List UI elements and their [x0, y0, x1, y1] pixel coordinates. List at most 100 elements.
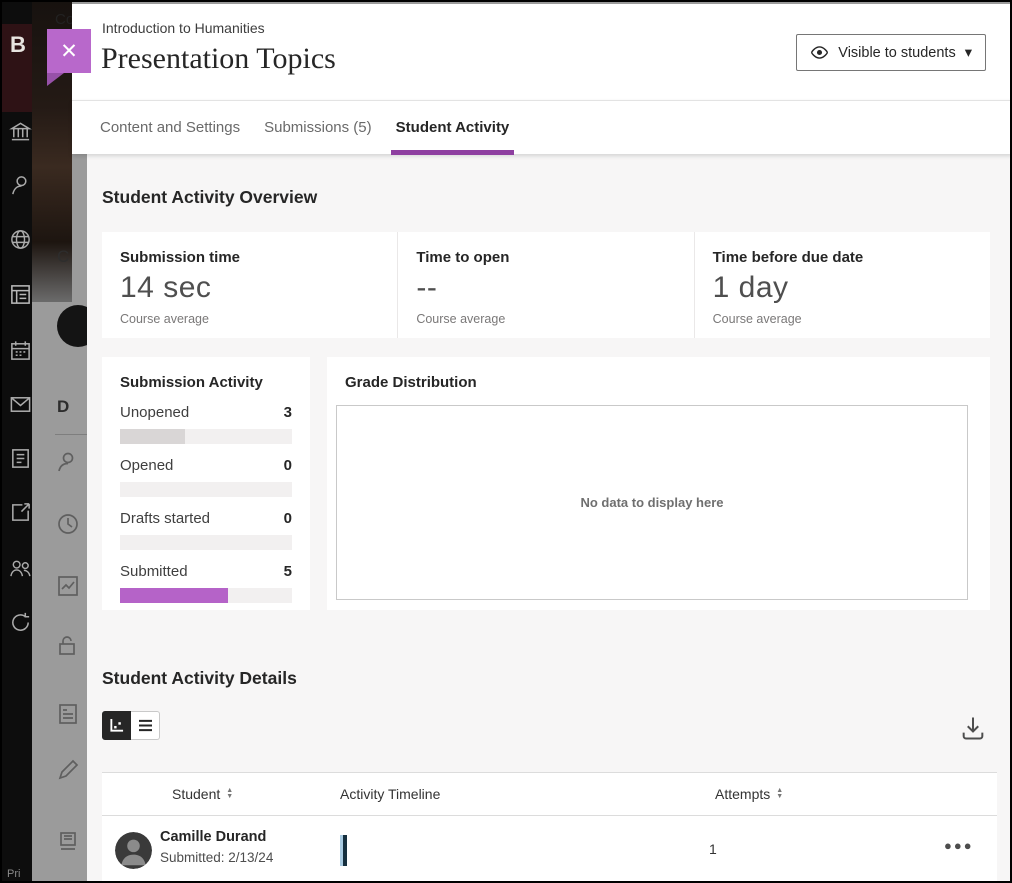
- stat-caption: Course average: [712, 312, 802, 326]
- grades-icon: [59, 704, 77, 724]
- person-icon: [58, 452, 74, 472]
- stat-card-time-to-open: Time to open -- Course average: [397, 232, 693, 338]
- activity-row-drafts: Drafts started 0: [120, 510, 292, 550]
- analytics-icon: [58, 576, 78, 596]
- chart-icon: [110, 718, 124, 732]
- progress-track: [120, 588, 292, 603]
- blackboard-logo: B: [10, 32, 26, 57]
- timeline-bar-dark: [343, 835, 347, 866]
- page-title-fragment: Co: [55, 11, 75, 28]
- timeline-bar-light: [340, 835, 343, 866]
- list-icon: [138, 719, 152, 732]
- close-panel-button[interactable]: ✕: [47, 29, 91, 73]
- overview-stat-cards: Submission time 14 sec Course average Ti…: [102, 232, 990, 338]
- globe-icon: [11, 230, 30, 249]
- stat-value: 14 sec: [120, 271, 212, 304]
- avatar: [57, 305, 87, 347]
- grade-distribution-card: Grade Distribution No data to display he…: [327, 357, 990, 610]
- visibility-label: Visible to students: [838, 44, 956, 61]
- column-header-activity-timeline: Activity Timeline: [340, 786, 441, 802]
- chart-view-toggle[interactable]: [102, 711, 131, 740]
- active-tab-underline: [390, 150, 515, 155]
- heading-fragment-d: D: [57, 397, 70, 416]
- row-label: Unopened: [120, 404, 190, 421]
- download-icon: [962, 717, 984, 740]
- lock-icon: [59, 636, 75, 655]
- student-name[interactable]: Camille Durand: [160, 829, 267, 845]
- tools-icon: [12, 503, 30, 521]
- pencil-icon: [58, 759, 79, 780]
- people-icon: [10, 560, 31, 577]
- gradebook-icon: [12, 449, 29, 468]
- stat-value: --: [416, 271, 438, 304]
- calendar-icon: [11, 341, 30, 360]
- column-header-student[interactable]: Student ▲ ▼: [172, 786, 234, 802]
- chevron-down-icon: ▾: [964, 44, 972, 61]
- clock-icon: [58, 514, 78, 534]
- course-image-bleed: [2, 24, 32, 112]
- student-activity-content: Student Activity Overview Submission tim…: [87, 154, 1010, 881]
- overview-heading: Student Activity Overview: [102, 187, 318, 207]
- visibility-dropdown[interactable]: Visible to students ▾: [796, 34, 986, 71]
- heading-fragment-c: C: [57, 247, 70, 266]
- row-label: Submitted: [120, 563, 188, 580]
- row-label: Opened: [120, 457, 174, 474]
- grade-distribution-chart-area: No data to display here: [336, 405, 968, 600]
- stat-label: Time to open: [416, 249, 510, 266]
- sort-icon[interactable]: ▲ ▼: [776, 787, 784, 800]
- sign-out-icon: [12, 612, 30, 631]
- divider: [55, 434, 87, 435]
- progress-fill: [120, 588, 228, 603]
- book-icon: [60, 832, 76, 850]
- progress-fill: [120, 429, 185, 444]
- activity-row-opened: Opened 0: [120, 457, 292, 497]
- details-heading: Student Activity Details: [102, 668, 297, 688]
- tab-bar: Content and Settings Submissions (5) Stu…: [72, 100, 1010, 155]
- row-count: 3: [283, 404, 292, 421]
- tab-submissions[interactable]: Submissions (5): [264, 119, 372, 136]
- row-count: 5: [283, 563, 292, 580]
- empty-state-message: No data to display here: [580, 495, 724, 510]
- list-view-toggle[interactable]: [131, 711, 160, 740]
- base-nav-rail: B Pri: [2, 2, 32, 881]
- messages-icon: [10, 397, 31, 412]
- activity-timeline-marker[interactable]: [340, 835, 347, 866]
- activity-row-submitted: Submitted 5: [120, 563, 292, 603]
- privacy-link-fragment: Pri: [7, 868, 21, 880]
- view-toggle-group: [102, 711, 160, 740]
- submission-activity-title: Submission Activity: [120, 374, 263, 391]
- download-button[interactable]: [959, 714, 987, 742]
- student-avatar: [115, 832, 152, 869]
- column-header-attempts[interactable]: Attempts ▲ ▼: [715, 786, 784, 802]
- tab-student-activity[interactable]: Student Activity: [390, 101, 515, 155]
- table-row: Camille Durand Submitted: 2/13/24 1 ●●●: [102, 816, 997, 881]
- stat-caption: Course average: [416, 312, 506, 326]
- tab-content-and-settings[interactable]: Content and Settings: [100, 119, 241, 136]
- table-header-row: Student ▲ ▼ Activity Timeline Attempts ▲ ▼: [102, 772, 997, 816]
- stat-label: Submission time: [120, 249, 241, 266]
- stat-label: Time before due date: [712, 249, 864, 266]
- row-overflow-menu[interactable]: ●●●: [944, 838, 974, 853]
- row-count: 0: [283, 457, 292, 474]
- stat-card-time-before-due: Time before due date 1 day Course averag…: [693, 232, 990, 338]
- eye-icon: [811, 46, 829, 59]
- attempts-value: 1: [709, 841, 717, 857]
- institution-icon: [9, 122, 32, 141]
- activity-stream-icon: [11, 285, 30, 304]
- stat-card-submission-time: Submission time 14 sec Course average: [102, 232, 397, 338]
- panel-fold-decoration: [47, 73, 64, 86]
- stat-value: 1 day: [712, 271, 789, 304]
- student-submitted-date: Submitted: 2/13/24: [160, 850, 274, 865]
- page-title: Presentation Topics: [101, 42, 336, 75]
- panel-header: Introduction to Humanities Presentation …: [72, 4, 1010, 100]
- progress-track: [120, 535, 292, 550]
- sort-icon[interactable]: ▲ ▼: [226, 787, 234, 800]
- activity-row-unopened: Unopened 3: [120, 404, 292, 444]
- grade-distribution-title: Grade Distribution: [345, 374, 477, 391]
- profile-icon: [12, 176, 27, 195]
- row-label: Drafts started: [120, 510, 211, 527]
- submission-activity-card: Submission Activity Unopened 3 Opened 0: [102, 357, 310, 610]
- progress-track: [120, 429, 292, 444]
- student-activity-table: Student ▲ ▼ Activity Timeline Attempts ▲ ▼: [102, 772, 997, 881]
